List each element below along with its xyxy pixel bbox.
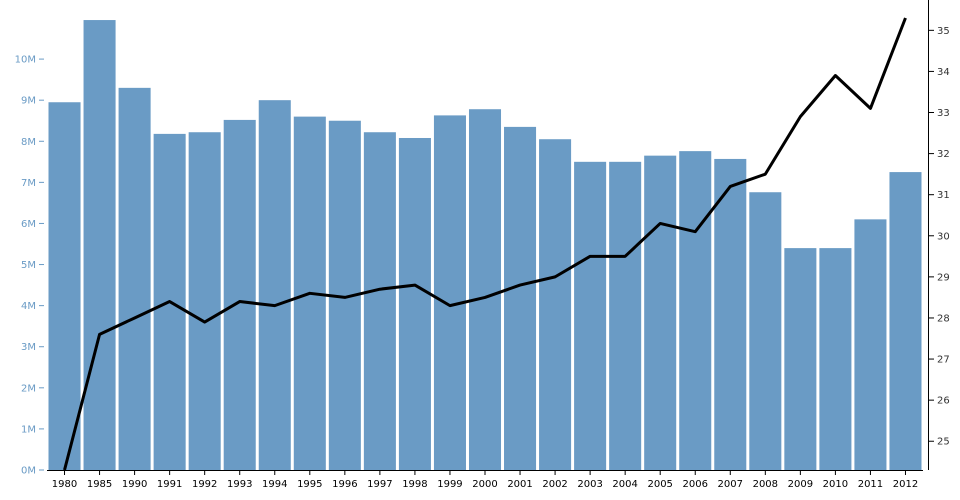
x-tick-label: 1997 — [367, 479, 392, 490]
bar-1990 — [118, 87, 151, 470]
y-right-tick-label: 29 — [937, 272, 950, 283]
x-tick-label: 1980 — [52, 479, 77, 490]
bar-2006 — [679, 151, 712, 470]
y-left-tick-label: 10M — [15, 55, 36, 66]
bar-2007 — [714, 158, 747, 470]
x-tick-label: 1993 — [227, 479, 252, 490]
x-tick-label: 2005 — [647, 479, 672, 490]
y-right-tick-label: 30 — [937, 231, 950, 242]
bar-2005 — [644, 155, 677, 470]
x-tick-label: 2010 — [823, 479, 848, 490]
x-tick-label: 2001 — [507, 479, 532, 490]
bar-1999 — [433, 115, 466, 470]
y-right-tick-label: 27 — [937, 355, 950, 366]
y-left-tick-label: 2M — [21, 383, 36, 394]
y-axis-left: 0M 1M 2M 3M 4M 5M 6M 7M 8M 9M 10M — [15, 55, 44, 477]
y-right-tick-label: 35 — [937, 26, 950, 37]
bar-1980 — [48, 102, 81, 471]
x-tick-label: 2004 — [612, 479, 637, 490]
y-left-tick-label: 8M — [21, 137, 36, 148]
bar-2012 — [889, 172, 922, 470]
x-tick-label: 1996 — [332, 479, 357, 490]
y-left-tick-label: 9M — [21, 96, 36, 107]
bar-1998 — [398, 137, 431, 471]
x-tick-label: 1994 — [262, 479, 287, 490]
bar-2008 — [749, 192, 782, 471]
y-left-tick-label: 1M — [21, 424, 36, 435]
y-left-tick-label: 4M — [21, 301, 36, 312]
y-right-tick-label: 28 — [937, 313, 950, 324]
y-right-tick-label: 31 — [937, 190, 950, 201]
x-tick-label: 1998 — [402, 479, 427, 490]
x-tick-label: 2002 — [542, 479, 567, 490]
x-tick-label: 2009 — [788, 479, 813, 490]
x-tick-label: 2007 — [718, 479, 743, 490]
x-tick-label: 1985 — [87, 479, 112, 490]
bar-1992 — [188, 132, 221, 471]
bar-1997 — [363, 132, 396, 471]
y-left-tick-label: 7M — [21, 178, 36, 189]
y-right-tick-label: 26 — [937, 396, 950, 407]
y-left-tick-label: 3M — [21, 342, 36, 353]
bar-1985 — [83, 20, 116, 471]
bar-1994 — [258, 100, 291, 471]
y-axis-right: 25 26 27 28 29 30 31 32 33 34 35 — [928, 0, 950, 470]
x-tick-label: 2008 — [753, 479, 778, 490]
x-tick-label: 2000 — [472, 479, 497, 490]
y-left-tick-label: 5M — [21, 260, 36, 271]
x-tick-label: 2006 — [683, 479, 708, 490]
bars-layer — [48, 20, 922, 471]
x-tick-label: 2003 — [577, 479, 602, 490]
y-left-tick-label: 0M — [21, 466, 36, 477]
x-tick-label: 2012 — [893, 479, 918, 490]
x-tick-label: 1992 — [192, 479, 217, 490]
x-tick-label: 1999 — [437, 479, 462, 490]
y-right-tick-label: 33 — [937, 108, 950, 119]
bar-2009 — [784, 248, 817, 470]
bar-2010 — [819, 248, 852, 470]
y-right-tick-label: 34 — [937, 67, 950, 78]
y-left-tick-label: 6M — [21, 219, 36, 230]
x-tick-label: 1991 — [157, 479, 182, 490]
x-tick-label: 2011 — [858, 479, 883, 490]
bar-2004 — [609, 161, 642, 470]
bar-2011 — [854, 219, 887, 470]
x-tick-label: 1990 — [122, 479, 147, 490]
bar-2000 — [468, 109, 502, 470]
y-right-tick-label: 32 — [937, 149, 950, 160]
bar-2002 — [539, 139, 572, 470]
y-right-tick-label: 25 — [937, 437, 950, 448]
x-tick-label: 1995 — [297, 479, 322, 490]
bar-2003 — [574, 161, 607, 470]
bar-1993 — [223, 119, 256, 470]
bar-2001 — [504, 126, 537, 470]
x-axis: 1980 1985 1990 1991 1992 1993 1994 1995 1996 1997… — [47, 470, 923, 490]
